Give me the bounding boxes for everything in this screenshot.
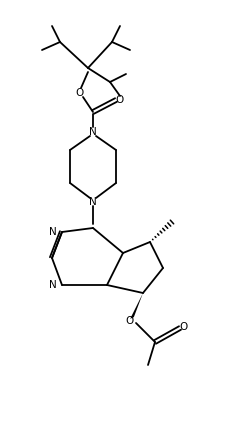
Text: N: N: [49, 280, 57, 290]
Text: O: O: [76, 88, 84, 98]
Text: O: O: [126, 316, 134, 326]
Text: O: O: [115, 95, 123, 105]
Text: N: N: [49, 227, 57, 237]
Text: N: N: [89, 127, 97, 137]
Text: O: O: [180, 322, 188, 332]
Text: N: N: [89, 197, 97, 207]
Polygon shape: [130, 293, 143, 319]
